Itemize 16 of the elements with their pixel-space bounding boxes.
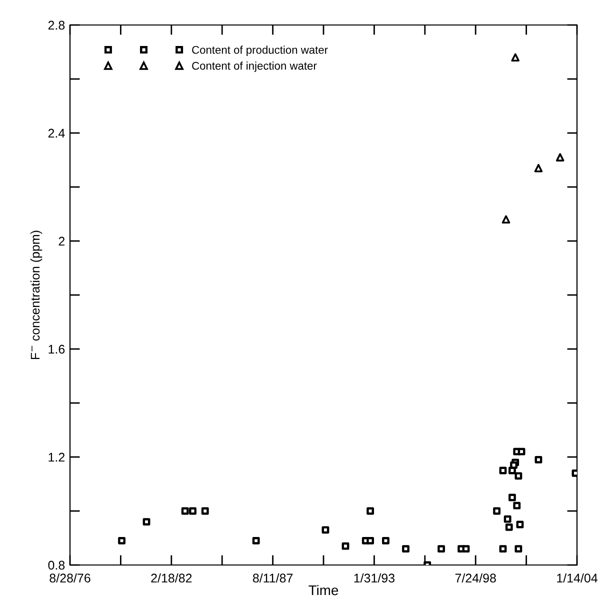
y-tick-label: 2.8 <box>48 20 65 30</box>
legend-label: Content of injection water <box>192 62 317 72</box>
x-tick-label: 8/28/76 <box>50 573 90 583</box>
y-tick-label: 0.8 <box>48 560 65 570</box>
x-tick-label: 1/14/04 <box>557 573 598 583</box>
y-tick-label: 2 <box>58 236 65 246</box>
y-tick-label: 1.2 <box>48 452 65 462</box>
x-tick-label: 2/18/82 <box>151 573 192 583</box>
x-axis-title: Time <box>308 584 338 596</box>
x-tick-label: 7/24/98 <box>455 573 496 583</box>
y-tick-label: 2.4 <box>48 128 65 138</box>
x-tick-label: 1/31/93 <box>354 573 395 583</box>
y-axis-title: F$^{−}$ concentration (ppm) <box>30 230 42 360</box>
x-tick-label: 8/11/87 <box>252 573 293 583</box>
legend-label: Content of production water <box>192 46 328 56</box>
y-tick-label: 1.6 <box>48 344 65 354</box>
